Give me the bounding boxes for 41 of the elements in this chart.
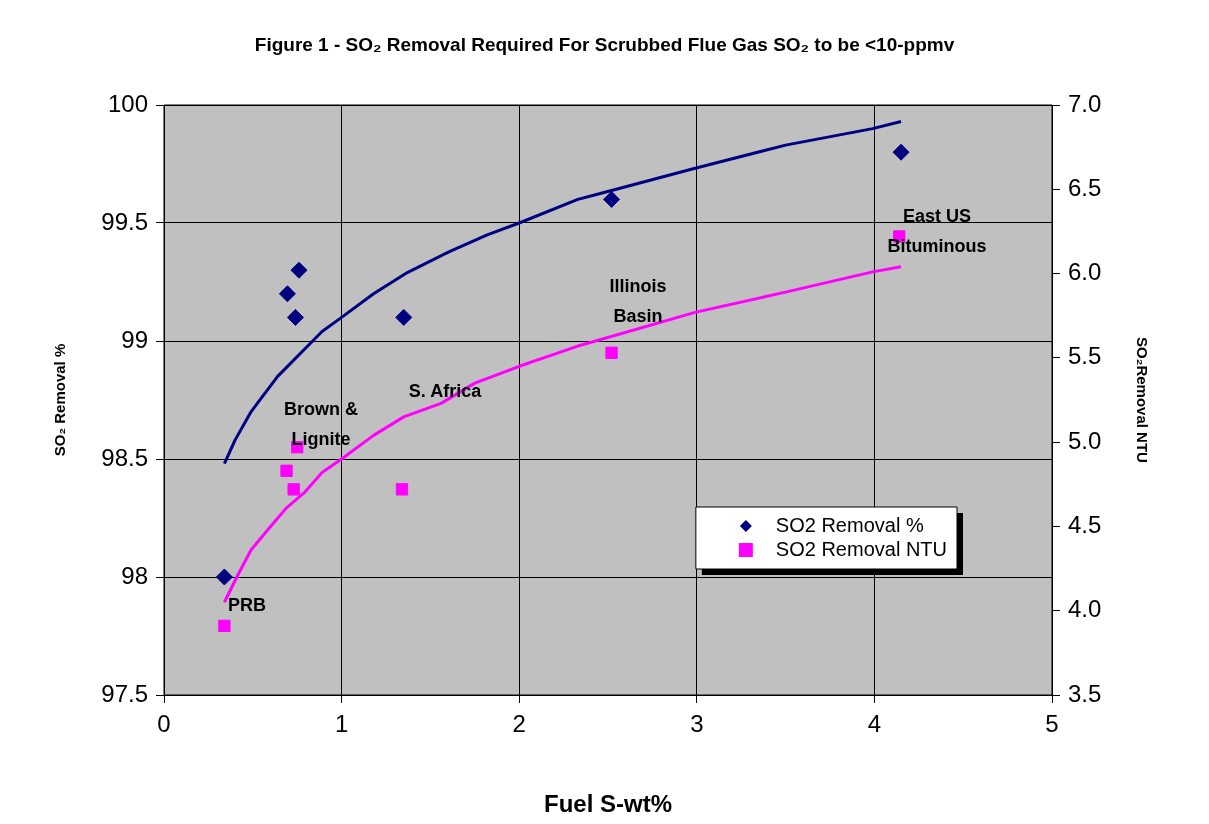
point [278,285,296,303]
y2-tick-label: 6.0 [1068,258,1102,286]
x-tick-label: 3 [690,710,704,738]
x-tick-label: 0 [157,710,171,738]
legend-label: SO2 Removal NTU [775,537,947,560]
y2-tick-label: 7.0 [1068,89,1102,117]
y-tick-label: 99 [121,325,148,353]
point [603,190,621,208]
y-tick-label: 98 [121,561,148,589]
point [215,568,233,586]
y2-tick-label: 5.5 [1068,342,1102,370]
y-tick-label: 99.5 [101,207,148,235]
y-tick-label: 98.5 [101,443,148,471]
point [286,308,304,326]
legend-label: SO2 Removal % [775,513,924,536]
point [287,483,300,496]
x-tick-label: 4 [867,710,882,738]
x-tick-label: 1 [334,710,349,738]
y-tick-label: 97.5 [101,679,148,707]
y2-tick-label: 6.5 [1068,173,1102,201]
annotation: PRB [227,594,267,615]
y2-tick-label: 4.0 [1068,595,1102,623]
point [280,464,293,477]
x-axis-title: Fuel S-wt% [543,790,673,818]
point [290,261,308,279]
y2-tick-label: 5.0 [1068,426,1102,454]
annotation: East US Bituminous [887,205,987,256]
y2-tick-label: 4.5 [1068,511,1102,539]
y-axis-title: SO₂ Removal % [51,343,69,457]
point [218,619,231,633]
x-tick-label: 5 [1045,710,1059,738]
point [395,308,413,326]
annotation: Illinois Basin [609,275,667,326]
y2-tick-label: 3.5 [1068,679,1102,707]
y2-axis-title: SO₂Removal NTU [1133,337,1151,463]
point [892,143,910,161]
y-tick-label: 100 [107,89,148,117]
chart-title: Figure 1 - SO₂ Removal Required For Scrubbed Flue Gas SO₂ to be <10-ppmv [254,34,955,56]
point [395,483,409,496]
point [605,346,618,359]
x-tick-label: 2 [512,710,526,738]
